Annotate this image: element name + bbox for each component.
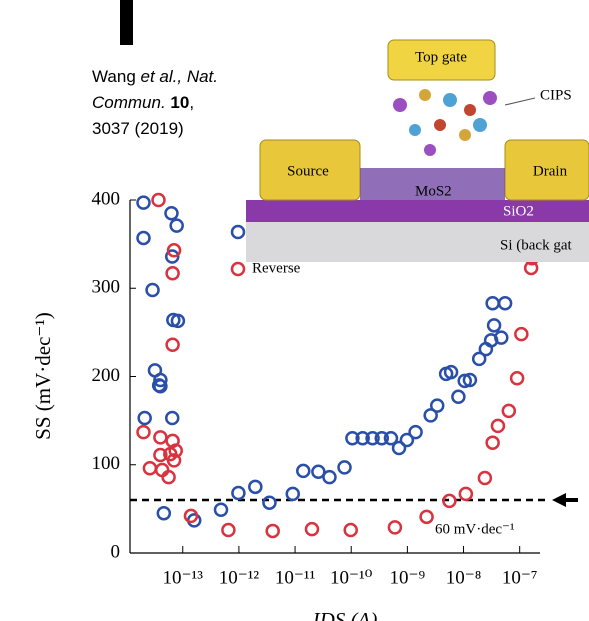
- data-point: [158, 507, 170, 519]
- data-point: [389, 521, 401, 533]
- page: {"citation": {"lines": [ [{"text": "Wang…: [0, 0, 589, 621]
- y-tick-label: 100: [92, 453, 121, 474]
- inset: Top gate CIPS Source Drain MoS2 SiO2 Si (back …: [246, 40, 589, 262]
- citation-segment: et al., Nat.: [141, 67, 218, 86]
- inset-label: Si (back gat: [500, 237, 572, 253]
- data-point: [249, 481, 261, 493]
- oxide: [246, 200, 589, 222]
- data-point: [306, 523, 318, 535]
- data-point: [339, 461, 351, 473]
- citation: Wang et al., Nat. Commun. 10, 3037 (2019): [92, 67, 218, 138]
- inset-label: SiO2: [503, 203, 534, 219]
- data-point: [487, 437, 499, 449]
- data-point: [503, 405, 515, 417]
- data-point: [152, 194, 164, 206]
- data-point: [263, 497, 275, 509]
- data-point: [154, 431, 166, 443]
- data-point: [166, 412, 178, 424]
- x-tick-label: 10⁻¹²: [219, 567, 260, 588]
- data-point: [488, 319, 500, 331]
- data-point: [460, 488, 472, 500]
- data-point: [167, 267, 179, 279]
- citation-line: Commun. 10,: [92, 93, 194, 112]
- data-point: [232, 487, 244, 499]
- data-point: [165, 207, 177, 219]
- inset-label: CIPS: [540, 87, 572, 103]
- data-point: [421, 511, 433, 523]
- data-point: [410, 426, 422, 438]
- data-point: [431, 400, 443, 412]
- data-point: [499, 297, 511, 309]
- data-point: [137, 426, 149, 438]
- inset-label: MoS2: [415, 183, 452, 199]
- data-point: [167, 339, 179, 351]
- data-point: [479, 472, 491, 484]
- legend-marker: [232, 226, 244, 238]
- data-point: [137, 232, 149, 244]
- data-point: [487, 297, 499, 309]
- legend-label: Reverse: [252, 260, 301, 276]
- data-point: [297, 465, 309, 477]
- x-tick-label: 10⁻¹³: [163, 567, 204, 588]
- data-point: [171, 220, 183, 232]
- inset-label: Source: [287, 163, 329, 179]
- y-axis-label: SS (mV·dec⁻¹): [31, 312, 55, 440]
- data-point: [511, 372, 523, 384]
- citation-segment: Wang: [92, 67, 141, 86]
- data-point: [222, 524, 234, 536]
- citation-segment: Commun.: [92, 93, 166, 112]
- data-point: [492, 420, 504, 432]
- y-tick-label: 0: [111, 541, 121, 562]
- data-point: [137, 197, 149, 209]
- x-tick-label: 10⁻¹⁰: [330, 567, 373, 588]
- citation-segment: 10: [166, 93, 190, 112]
- citation-line: 3037 (2019): [92, 119, 184, 138]
- data-point: [144, 462, 156, 474]
- y-tick-label: 400: [92, 188, 121, 209]
- crop-bar: [120, 0, 133, 45]
- data-point: [345, 524, 357, 536]
- data-point: [323, 471, 335, 483]
- data-point: [215, 504, 227, 516]
- citation-segment: ,: [189, 93, 194, 112]
- data-point: [287, 488, 299, 500]
- citation-line: Wang et al., Nat.: [92, 67, 218, 86]
- x-tick-label: 10⁻¹¹: [275, 567, 316, 588]
- y-tick-label: 300: [92, 277, 121, 298]
- citation-segment: 3037 (2019): [92, 119, 184, 138]
- reference-label: 60 mV·dec⁻¹: [435, 521, 514, 537]
- x-tick-label: 10⁻⁸: [446, 567, 482, 588]
- data-point: [452, 391, 464, 403]
- figure: Wang et al., Nat.Commun. 10,3037 (2019) …: [0, 0, 589, 621]
- data-point: [147, 284, 159, 296]
- data-point: [515, 328, 527, 340]
- legend-marker: [232, 263, 244, 275]
- inset-label: Drain: [533, 163, 568, 179]
- inset-label: Top gate: [415, 49, 467, 65]
- x-tick-label: 10⁻⁹: [390, 567, 426, 588]
- data-point: [267, 525, 279, 537]
- x-axis-label: IDS (A): [312, 608, 378, 621]
- x-tick-label: 10⁻⁷: [502, 567, 538, 588]
- y-tick-label: 200: [92, 365, 121, 386]
- data-point: [139, 412, 151, 424]
